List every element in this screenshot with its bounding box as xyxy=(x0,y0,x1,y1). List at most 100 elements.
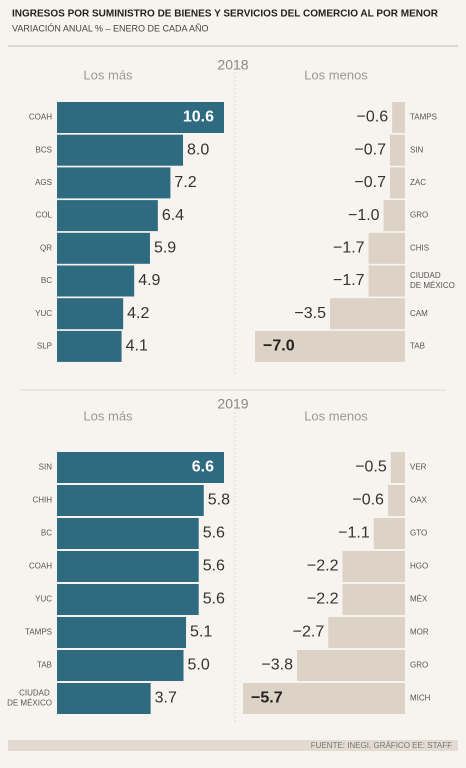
panel-title: Los más xyxy=(83,67,133,82)
value-label: −2.2 xyxy=(307,591,339,608)
bar xyxy=(342,551,405,582)
value-label: −1.1 xyxy=(338,525,370,542)
category-label: SIN xyxy=(410,145,424,154)
value-label: 4.9 xyxy=(138,272,160,289)
category-label: CIUDAD DE MÉXICO xyxy=(410,271,455,290)
category-label: COL xyxy=(36,211,53,220)
category-label: COAH xyxy=(29,562,52,571)
value-label: 4.1 xyxy=(126,338,148,355)
bar xyxy=(383,200,405,232)
value-label: 5.8 xyxy=(208,492,230,509)
value-label: −0.6 xyxy=(357,109,389,126)
category-label: VER xyxy=(410,463,427,472)
category-label: BC xyxy=(41,276,52,285)
value-label: −0.6 xyxy=(352,492,384,509)
value-label: 5.6 xyxy=(203,525,225,542)
bar xyxy=(57,518,199,549)
category-label: QR xyxy=(40,243,52,252)
bar xyxy=(57,265,135,297)
bar xyxy=(57,617,187,648)
value-label: 6.4 xyxy=(162,207,184,224)
value-label: −3.5 xyxy=(294,305,326,322)
value-label: 5.1 xyxy=(190,624,212,641)
bar xyxy=(243,683,405,714)
value-label: 8.0 xyxy=(187,141,209,158)
section-year: 2018 xyxy=(217,57,248,73)
category-label: COAH xyxy=(29,113,52,122)
value-label: −0.7 xyxy=(354,141,386,158)
bar xyxy=(57,584,199,615)
category-label: GTO xyxy=(410,529,427,538)
category-label: BC xyxy=(41,529,52,538)
category-label: TAB xyxy=(37,661,52,670)
bar xyxy=(342,584,405,615)
bar xyxy=(57,683,151,714)
bar xyxy=(57,298,124,330)
source-bar xyxy=(8,740,458,751)
bar xyxy=(390,134,405,166)
bar xyxy=(368,232,405,264)
category-label: HGO xyxy=(410,562,428,571)
bar xyxy=(297,650,405,681)
bar xyxy=(57,485,204,516)
category-label: MICH xyxy=(410,694,431,703)
category-label: TAMPS xyxy=(25,628,52,637)
bar xyxy=(392,102,405,133)
value-label: 10.6 xyxy=(183,109,214,126)
bar xyxy=(255,330,405,362)
value-label: −0.7 xyxy=(354,174,386,191)
category-label: YUC xyxy=(35,595,52,604)
value-label: −2.2 xyxy=(307,558,339,575)
title: INGRESOS POR SUMINISTRO DE BIENES Y SERV… xyxy=(12,9,439,20)
bar xyxy=(390,167,405,199)
panel-title: Los menos xyxy=(304,67,368,82)
panel-title: Los más xyxy=(83,408,133,423)
bar xyxy=(387,485,405,516)
category-label: AGS xyxy=(35,178,52,187)
bar xyxy=(368,265,405,297)
category-label: TAB xyxy=(410,342,425,351)
category-label: CIUDAD DE MÉXICO xyxy=(7,689,52,708)
category-label: YUC xyxy=(35,309,52,318)
value-label: −7.0 xyxy=(263,338,295,355)
value-label: −1.0 xyxy=(348,207,380,224)
bar xyxy=(57,551,199,582)
category-label: ZAC xyxy=(410,178,426,187)
bar xyxy=(330,298,405,330)
source: FUENTE: INEGI. GRÁFICO EE: STAFF xyxy=(311,741,452,750)
bar xyxy=(328,617,405,648)
bar xyxy=(390,452,405,483)
value-label: −5.7 xyxy=(251,690,283,707)
value-label: 7.2 xyxy=(174,174,196,191)
value-label: 5.9 xyxy=(154,240,176,257)
category-label: TAMPS xyxy=(410,113,437,122)
bar xyxy=(57,650,184,681)
value-label: 4.2 xyxy=(127,305,149,322)
value-label: 3.7 xyxy=(155,690,177,707)
bar xyxy=(57,330,122,362)
value-label: 6.6 xyxy=(192,459,214,476)
category-label: GRO xyxy=(410,661,428,670)
section-year: 2019 xyxy=(217,396,248,412)
value-label: −0.5 xyxy=(355,459,387,476)
value-label: −1.7 xyxy=(333,240,365,257)
category-label: CHIH xyxy=(32,496,52,505)
subtitle: VARIACIÓN ANUAL % – ENERO DE CADA AÑO xyxy=(12,23,209,33)
value-label: −2.7 xyxy=(293,624,325,641)
bar xyxy=(57,134,184,166)
category-label: BCS xyxy=(36,145,52,154)
category-label: OAX xyxy=(410,496,428,505)
value-label: 5.0 xyxy=(188,657,210,674)
bar xyxy=(57,452,224,483)
value-label: 5.6 xyxy=(203,558,225,575)
value-label: 5.6 xyxy=(203,591,225,608)
value-label: −1.7 xyxy=(333,272,365,289)
value-label: −3.8 xyxy=(261,657,293,674)
bar xyxy=(57,167,171,199)
category-label: SIN xyxy=(39,463,53,472)
bar xyxy=(57,102,224,133)
category-label: SLP xyxy=(37,342,52,351)
panel-title: Los menos xyxy=(304,408,368,423)
category-label: GRO xyxy=(410,211,428,220)
